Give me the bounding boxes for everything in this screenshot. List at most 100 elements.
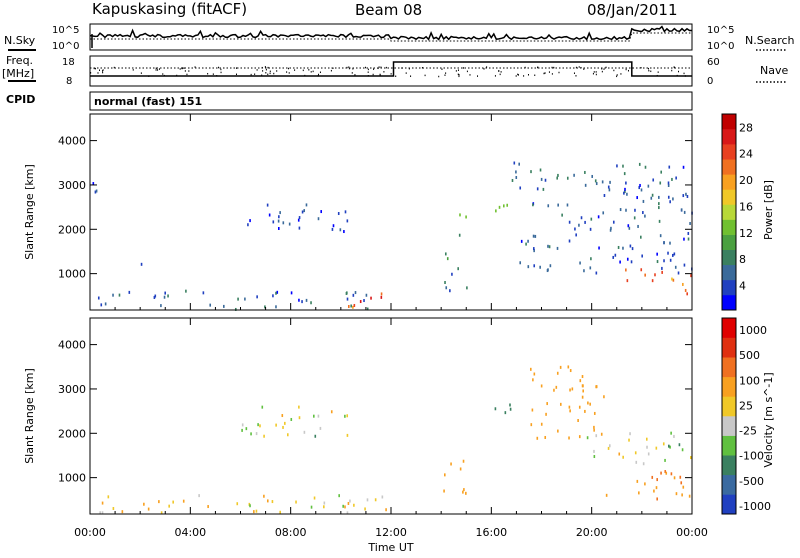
nave-dot	[678, 70, 680, 73]
power-echo-cell	[343, 230, 345, 234]
nave-dot	[163, 74, 165, 77]
nave-dot	[94, 67, 96, 70]
power-echo-cell	[546, 269, 549, 273]
velocity-echo-cell	[271, 500, 274, 504]
power-echo-cell	[626, 192, 628, 196]
power-echo-cell	[337, 212, 340, 216]
nave-dot	[595, 71, 597, 73]
power-echo-cell	[642, 211, 644, 215]
time-tick-label: 04:00	[174, 526, 206, 539]
freq-panel: Freq. [MHz] 18 8 60 0 Nave	[2, 54, 788, 87]
nave-dot	[351, 72, 353, 74]
power-echo-cell	[547, 204, 550, 208]
power-echo-cell	[622, 164, 624, 168]
nave-dot	[220, 68, 222, 71]
nave-dot	[500, 71, 502, 73]
velocity-echo-cell	[578, 405, 581, 409]
power-echo-cell	[310, 301, 312, 305]
power-echo-cell	[637, 224, 639, 228]
nave-dot	[176, 74, 178, 77]
power-echo-cell	[625, 268, 627, 272]
velocity-echo-cell	[673, 434, 675, 438]
velocity-echo-cell	[121, 510, 124, 514]
velocity-echo-cell	[656, 478, 658, 482]
power-echo-cell	[275, 291, 277, 295]
velocity-echo-cell	[443, 489, 445, 493]
velocity-echo-cell	[689, 456, 692, 460]
power-echo-cell	[530, 170, 532, 174]
power-echo-cell	[350, 304, 352, 308]
nave-dot	[102, 70, 104, 72]
velocity-echo-cell	[646, 445, 648, 449]
nave-dot	[269, 72, 271, 75]
power-echo-cell	[625, 181, 627, 185]
power-echo-cell	[603, 193, 606, 197]
velocity-echo-cell	[287, 433, 289, 437]
nave-dot	[183, 67, 185, 69]
velocity-echo-cell	[567, 365, 570, 369]
power-echo-cell	[451, 272, 453, 276]
power-echo-cell	[332, 224, 335, 228]
power-echo-cell	[446, 257, 449, 261]
velocity-echo-cell	[681, 493, 683, 497]
power-echo-cell	[683, 263, 686, 267]
velocity-echo-cell	[346, 433, 349, 437]
power-colorbar-swatch	[722, 189, 736, 205]
power-echo-cell	[682, 282, 684, 286]
power-echo-cell	[622, 246, 624, 250]
nave-dot	[671, 69, 673, 72]
nave-dot	[218, 66, 220, 69]
velocity-colorbar-swatch	[722, 494, 736, 515]
nave-dot	[648, 69, 650, 72]
nave-dot	[544, 72, 546, 74]
velocity-echo-cell	[158, 500, 160, 504]
nsearch-tick-top: 10^5	[707, 25, 734, 36]
nave-dot	[216, 75, 218, 77]
power-colorbar-tick: 28	[739, 121, 753, 134]
freq-tick-bottom: 8	[66, 76, 72, 87]
velocity-echo-cell	[101, 511, 104, 515]
nave-dot	[548, 71, 550, 73]
nave-dot	[580, 66, 582, 69]
nsky-tick-bottom: 10^0	[52, 41, 79, 52]
nsky-tick-top: 10^5	[52, 25, 79, 36]
nave-dot	[498, 70, 500, 72]
power-echo-cell	[675, 176, 677, 180]
velocity-echo-cell	[532, 378, 534, 382]
nave-dot	[656, 74, 658, 77]
power-echo-cell	[568, 239, 571, 243]
velocity-echo-cell	[323, 501, 326, 505]
time-tick-label: 00:00	[74, 526, 106, 539]
nave-dot	[517, 73, 519, 76]
velocity-echo-cell	[569, 388, 571, 392]
nave-tick-top: 60	[707, 57, 720, 68]
power-echo-cell	[656, 260, 659, 264]
velocity-colorbar-tick: -500	[739, 475, 764, 488]
velocity-echo-cell	[603, 395, 605, 399]
velocity-echo-cell	[290, 417, 293, 421]
date-title: 08/Jan/2011	[587, 1, 678, 19]
power-x-axis	[89, 114, 693, 310]
power-echo-cell	[305, 203, 308, 207]
power-ytick-label: 1000	[58, 268, 86, 281]
power-echo-cell	[495, 209, 497, 213]
power-echo-cell	[658, 202, 660, 206]
velocity-echo-cell	[263, 494, 265, 498]
power-echo-cell	[658, 219, 661, 223]
power-echo-cell	[346, 297, 349, 301]
power-echo-cell	[673, 252, 676, 256]
power-echo-cell	[275, 305, 277, 309]
velocity-echo-cell	[330, 410, 333, 414]
power-echo-cell	[556, 176, 558, 180]
power-echo-cell	[680, 208, 683, 212]
power-echo-cell	[445, 286, 448, 290]
velocity-echo-cell	[255, 509, 258, 513]
nave-dot	[616, 75, 618, 78]
nave-dot	[553, 66, 555, 69]
nave-dot	[445, 72, 447, 74]
power-echo-cell	[465, 215, 467, 219]
power-colorbar-tick: 4	[739, 280, 746, 293]
power-echo-cell	[625, 208, 627, 212]
velocity-echo-cell	[559, 402, 562, 406]
power-echo-cell	[623, 191, 625, 195]
